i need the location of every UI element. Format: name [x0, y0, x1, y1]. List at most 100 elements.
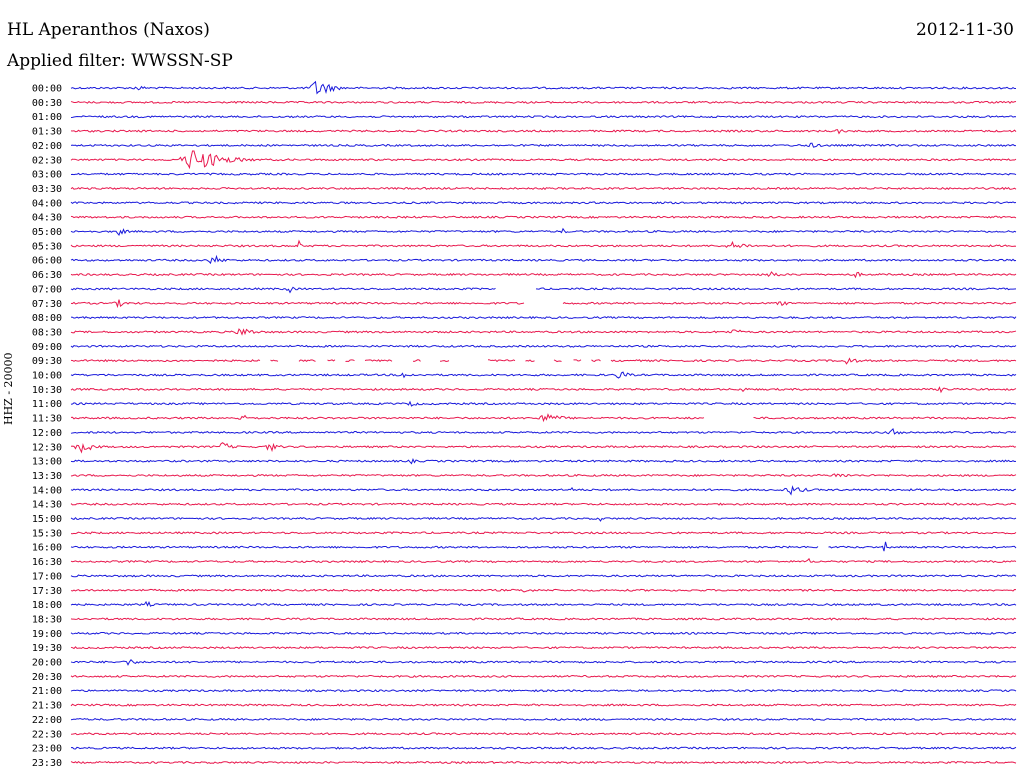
date-label: 2012-11-30	[915, 20, 1014, 40]
time-tick-label: 08:30	[32, 327, 62, 338]
time-tick-label: 07:00	[32, 284, 62, 295]
time-tick-label: 19:00	[32, 629, 62, 640]
time-tick-label: 03:30	[32, 184, 62, 195]
time-tick-label: 09:00	[32, 342, 62, 353]
time-tick-label: 11:00	[32, 399, 62, 410]
time-tick-label: 09:30	[32, 356, 62, 367]
seismic-trace	[70, 172, 1017, 176]
time-tick-label: 18:00	[32, 600, 62, 611]
seismic-trace	[70, 344, 1017, 348]
time-tick-label: 03:00	[32, 170, 62, 181]
seismic-trace	[70, 227, 1017, 237]
seismic-trace	[70, 631, 1017, 635]
seismic-trace	[70, 617, 1017, 621]
time-tick-label: 23:00	[32, 744, 62, 755]
time-tick-label: 15:00	[32, 514, 62, 525]
time-tick-label: 10:00	[32, 371, 62, 382]
seismic-trace	[70, 100, 1017, 104]
seismic-trace	[70, 689, 1017, 693]
seismic-trace	[70, 413, 1017, 423]
time-tick-label: 00:00	[32, 84, 62, 95]
seismic-trace	[70, 254, 1017, 265]
time-tick-label: 20:30	[32, 672, 62, 683]
seismic-trace	[70, 186, 1017, 191]
time-tick-label: 13:30	[32, 471, 62, 482]
seismic-trace	[70, 150, 1017, 170]
seismic-trace	[70, 646, 1017, 650]
seismic-trace	[70, 574, 1017, 578]
seismic-trace	[70, 215, 1017, 219]
seismic-trace	[70, 80, 1017, 95]
seismic-trace	[70, 674, 1017, 679]
time-tick-label: 22:00	[32, 715, 62, 726]
seismic-trace	[70, 531, 1017, 535]
seismic-trace	[70, 516, 1017, 522]
time-tick-label: 17:30	[32, 586, 62, 597]
time-tick-label: 14:00	[32, 485, 62, 496]
time-tick-label: 15:30	[32, 528, 62, 539]
seismic-trace	[70, 328, 1017, 336]
seismic-trace	[70, 428, 1017, 435]
time-tick-label: 16:30	[32, 557, 62, 568]
seismic-trace	[70, 732, 1017, 736]
time-tick-label: 06:00	[32, 256, 62, 267]
seismic-trace	[70, 115, 1017, 119]
seismic-trace	[70, 286, 1017, 294]
time-tick-label: 23:30	[32, 758, 62, 769]
time-tick-label: 21:30	[32, 701, 62, 712]
time-tick-label: 10:30	[32, 385, 62, 396]
seismic-trace	[70, 457, 1017, 465]
seismic-trace	[70, 600, 1017, 607]
seismic-trace	[70, 142, 1017, 148]
time-tick-label: 04:30	[32, 213, 62, 224]
time-tick-label: 04:00	[32, 198, 62, 209]
time-tick-label: 19:30	[32, 643, 62, 654]
seismic-trace	[70, 703, 1017, 707]
time-tick-label: 13:00	[32, 457, 62, 468]
seismic-trace	[70, 239, 1017, 249]
seismic-trace	[70, 485, 1017, 496]
seismic-trace	[70, 588, 1017, 593]
time-tick-label: 12:30	[32, 442, 62, 453]
time-tick-label: 21:00	[32, 686, 62, 697]
seismic-trace	[70, 386, 1017, 394]
seismic-trace	[70, 201, 1017, 205]
seismic-trace	[70, 557, 1017, 564]
seismic-trace	[70, 299, 1017, 309]
time-tick-label: 01:00	[32, 112, 62, 123]
time-tick-label: 16:00	[32, 543, 62, 554]
seismic-trace	[70, 357, 1017, 365]
time-tick-label: 11:30	[32, 414, 62, 425]
time-tick-label: 08:00	[32, 313, 62, 324]
time-tick-label: 00:30	[32, 98, 62, 109]
time-tick-label: 20:00	[32, 658, 62, 669]
time-tick-label: 05:00	[32, 227, 62, 238]
time-tick-label: 14:30	[32, 500, 62, 511]
time-tick-label: 12:00	[32, 428, 62, 439]
seismic-trace	[70, 541, 1017, 552]
seismic-trace	[70, 442, 1017, 454]
seismic-trace	[70, 659, 1017, 666]
time-tick-label: 01:30	[32, 127, 62, 138]
time-tick-label: 22:30	[32, 729, 62, 740]
time-tick-label: 02:30	[32, 155, 62, 166]
time-tick-label: 07:30	[32, 299, 62, 310]
seismic-trace	[70, 315, 1017, 320]
seismic-trace	[70, 746, 1017, 750]
seismic-trace	[70, 502, 1017, 506]
seismic-trace	[70, 271, 1017, 279]
time-tick-label: 17:00	[32, 571, 62, 582]
time-tick-label: 06:30	[32, 270, 62, 281]
time-tick-label: 02:00	[32, 141, 62, 152]
seismic-trace	[70, 371, 1017, 379]
filter-label: Applied filter: WWSSN-SP	[7, 51, 233, 71]
seismic-trace	[70, 473, 1017, 478]
seismic-trace	[70, 129, 1017, 135]
time-tick-label: 05:30	[32, 241, 62, 252]
time-tick-label: 18:30	[32, 614, 62, 625]
station-title: HL Aperanthos (Naxos)	[7, 20, 210, 40]
seismic-trace	[70, 400, 1017, 407]
seismic-trace	[70, 717, 1017, 721]
seismic-trace	[70, 760, 1017, 764]
